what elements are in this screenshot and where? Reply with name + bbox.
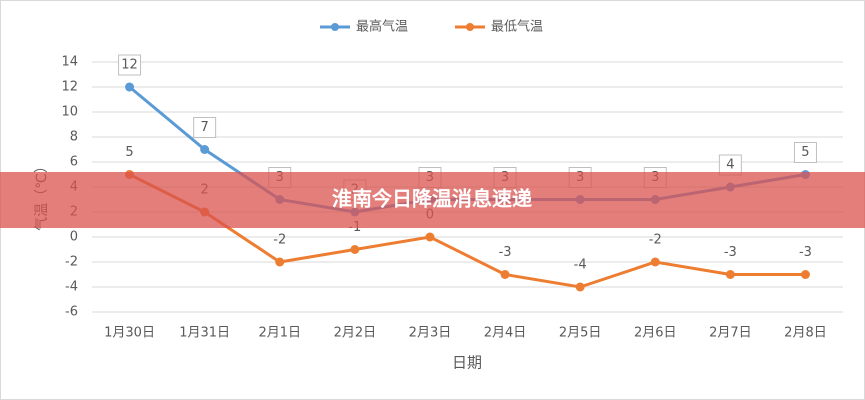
data-label: 7	[201, 120, 209, 135]
data-label: -3	[499, 245, 512, 260]
x-tick-label: 2月3日	[409, 326, 452, 341]
point	[350, 245, 360, 254]
x-tick-label: 2月2日	[334, 326, 377, 341]
y-tick-label: -4	[65, 280, 78, 295]
point	[725, 270, 735, 279]
x-tick-label: 2月8日	[784, 326, 827, 341]
point	[575, 282, 585, 292]
data-label: 12	[121, 58, 138, 73]
y-tick-label: 6	[70, 155, 78, 170]
data-label: -4	[574, 258, 587, 273]
data-label-box	[118, 54, 142, 76]
data-label: 5	[801, 145, 809, 160]
y-tick-label: -2	[65, 255, 78, 270]
data-label: -2	[649, 233, 662, 248]
series-line	[128, 173, 806, 289]
x-tick-label: 1月30日	[104, 326, 155, 341]
data-label: 5	[125, 145, 133, 160]
x-tick-label: 2月1日	[258, 326, 301, 341]
point	[800, 270, 810, 279]
legend-label: 最高气温	[356, 19, 408, 35]
point	[650, 257, 660, 267]
banner-title: 淮南今日降温消息速递	[332, 187, 532, 211]
point	[200, 145, 210, 154]
data-label-box	[193, 117, 217, 138]
y-tick-label: -6	[65, 305, 78, 320]
legend-marker	[331, 23, 339, 31]
y-tick-label: 0	[70, 230, 78, 245]
banner	[0, 172, 865, 228]
y-tick-label: 12	[61, 80, 78, 95]
data-label: 4	[726, 158, 734, 173]
data-label-box	[793, 142, 817, 163]
data-label: -2	[273, 233, 286, 248]
point	[275, 257, 285, 267]
y-tick-label: 14	[61, 55, 78, 70]
x-tick-label: 2月5日	[559, 326, 602, 341]
point	[500, 270, 510, 279]
data-label: -3	[799, 245, 812, 260]
legend-marker	[466, 23, 474, 31]
y-tick-label: 10	[61, 105, 78, 120]
x-tick-label: 2月7日	[709, 326, 752, 341]
x-tick-label: 2月6日	[634, 326, 677, 341]
y-tick-label: 8	[70, 130, 78, 145]
x-tick-label: 1月31日	[179, 326, 230, 341]
x-tick-label: 2月4日	[484, 326, 527, 341]
data-label: -3	[724, 245, 737, 260]
point	[125, 82, 135, 92]
x-axis-label: 日期	[452, 354, 482, 372]
legend-label: 最低气温	[491, 19, 543, 35]
point	[425, 232, 435, 242]
